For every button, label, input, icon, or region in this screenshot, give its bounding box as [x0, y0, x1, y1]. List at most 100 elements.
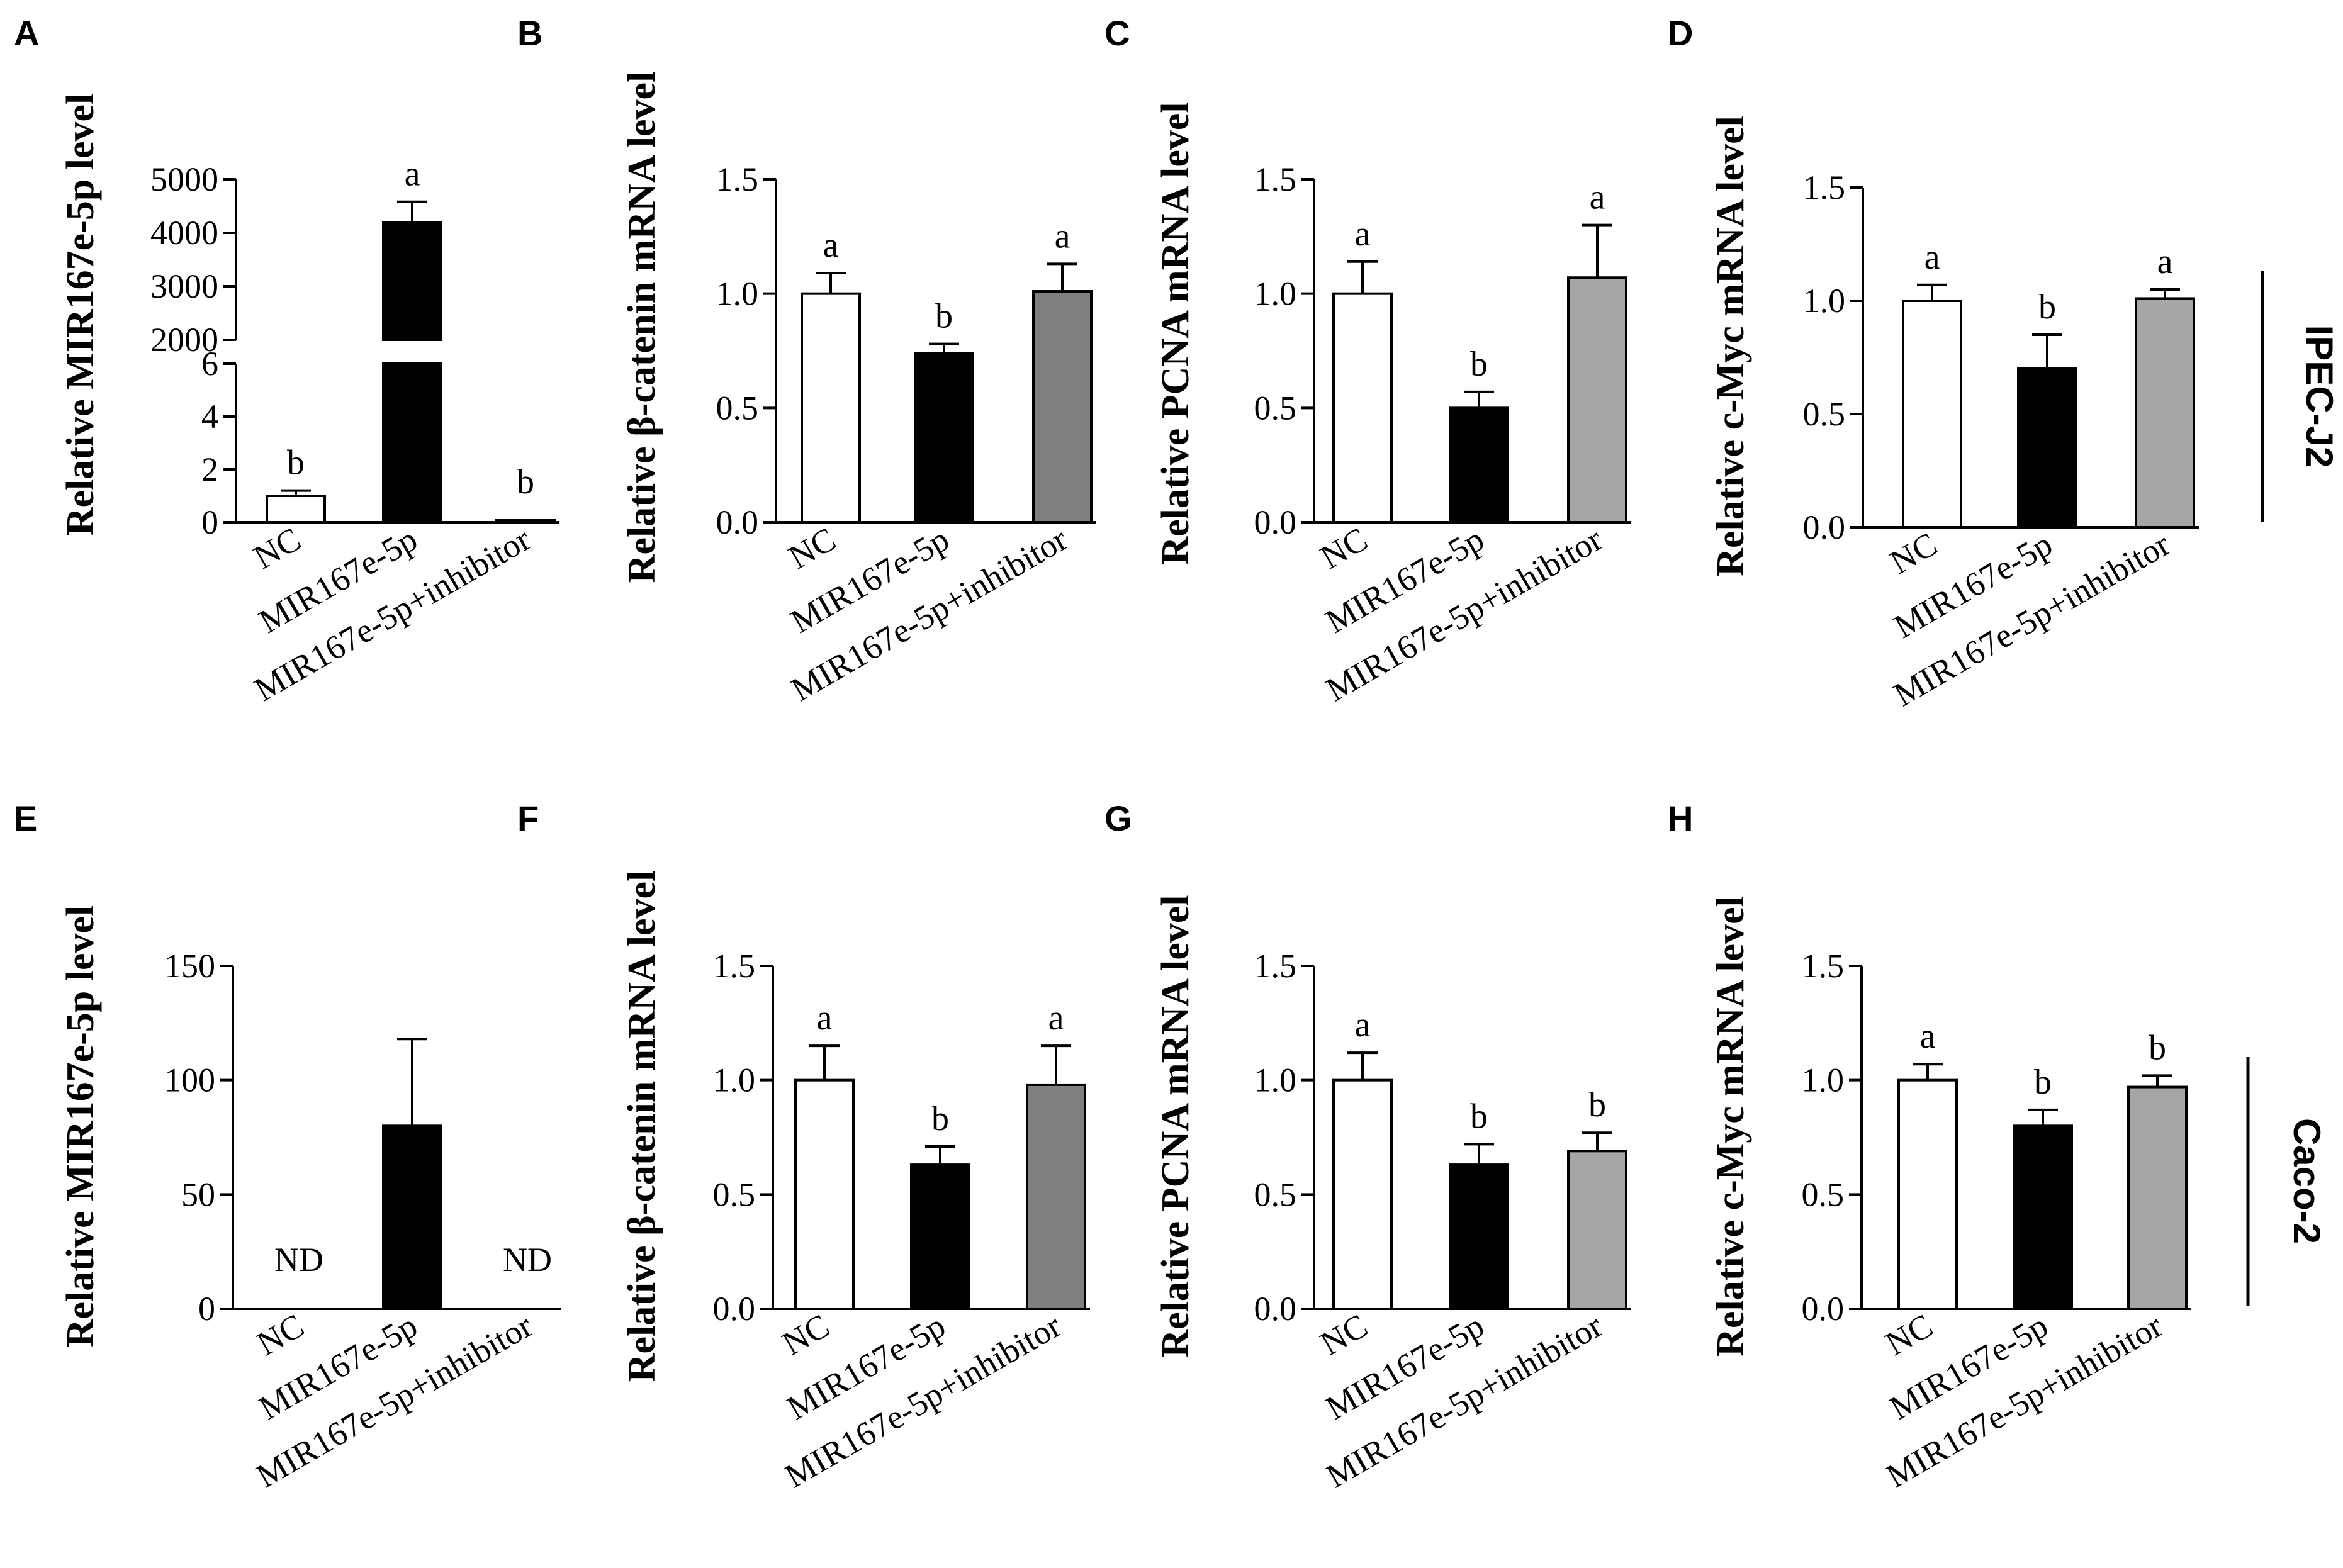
significance-letter-A-2: b	[517, 462, 534, 501]
y-tick-label-D-2: 1.0	[1803, 282, 1846, 320]
y-tick-label-G-0: 0.0	[1254, 1290, 1297, 1328]
y-tick-label-F-1: 0.5	[713, 1175, 756, 1213]
bar-upper-A-1	[382, 221, 442, 341]
significance-letter-F-1: b	[931, 1099, 949, 1138]
y-tick-label-B-1: 0.5	[716, 389, 759, 427]
y-axis-label-F: Relative β-catenin mRNA level	[621, 871, 663, 1382]
significance-letter-A-1: a	[405, 155, 420, 194]
bar-D-2	[2135, 297, 2195, 529]
y-tick-label-lower-A-3: 6	[201, 345, 218, 383]
panel-label-C: C	[1104, 13, 1130, 53]
y-tick-label-H-1: 0.5	[1802, 1175, 1845, 1213]
chart-panel-E: E Relative MIR167e-5p level 0 50 100 150 ND ND N…	[14, 798, 561, 1495]
chart-panel-H: H Relative c-Myc mRNA level 0.0 0.5 1.0 1.5 a b…	[1668, 798, 2191, 1495]
x-tick-label-H-0: NC	[1879, 1306, 1939, 1362]
x-tick-label-E-0: NC	[250, 1306, 310, 1362]
bar-B-2	[1032, 290, 1093, 524]
y-axis-label-E: Relative MIR167e-5p level	[59, 905, 102, 1347]
y-tick-label-B-3: 1.5	[716, 160, 759, 198]
bar-A-0	[266, 495, 326, 524]
y-tick-label-F-0: 0.0	[713, 1290, 756, 1328]
y-tick-label-upper-A-3: 5000	[150, 160, 218, 198]
bar-H-0	[1897, 1078, 1958, 1310]
significance-letter-C-1: b	[1470, 345, 1488, 384]
y-tick-label-D-3: 1.5	[1803, 169, 1846, 206]
panel-label-A: A	[14, 13, 39, 53]
significance-letter-B-1: b	[935, 297, 953, 336]
panel-label-D: D	[1668, 13, 1693, 53]
y-tick-label-E-1: 50	[181, 1175, 215, 1213]
x-tick-label-G-0: NC	[1314, 1306, 1374, 1362]
significance-letter-B-0: a	[823, 226, 839, 265]
significance-letter-H-0: a	[1920, 1017, 1936, 1056]
chart-panel-F: F Relative β-catenin mRNA level 0.0 0.5 1.0 1…	[517, 798, 1090, 1495]
bar-D-1	[2017, 367, 2077, 529]
x-tick-label-B-0: NC	[782, 520, 842, 576]
significance-letter-D-0: a	[1924, 238, 1940, 277]
bar-B-0	[801, 292, 861, 524]
significance-letter-F-0: a	[817, 999, 833, 1038]
row-label-1: Caco-2	[2286, 1118, 2328, 1244]
y-tick-label-B-2: 1.0	[716, 275, 759, 313]
y-tick-label-lower-A-2: 4	[201, 398, 218, 435]
bar-D-0	[1902, 300, 1962, 529]
bar-G-1	[1449, 1163, 1509, 1310]
significance-letter-F-2: a	[1048, 999, 1064, 1038]
bar-H-2	[2127, 1085, 2188, 1310]
y-tick-label-D-0: 0.0	[1803, 508, 1846, 546]
y-tick-label-C-3: 1.5	[1254, 160, 1297, 198]
y-tick-label-upper-A-0: 2000	[150, 321, 218, 359]
panel-label-F: F	[517, 798, 539, 838]
y-tick-label-H-3: 1.5	[1802, 947, 1845, 985]
bar-lower-A-1	[382, 362, 442, 524]
y-axis-label-H: Relative c-Myc mRNA level	[1709, 896, 1752, 1357]
bar-F-1	[910, 1163, 970, 1310]
y-axis-label-D: Relative c-Myc mRNA level	[1709, 116, 1752, 576]
significance-letter-D-1: b	[2038, 288, 2056, 327]
bar-G-2	[1567, 1150, 1627, 1311]
bar-H-1	[2013, 1124, 2073, 1311]
y-tick-label-F-2: 1.0	[713, 1061, 756, 1099]
bar-F-2	[1026, 1083, 1086, 1311]
significance-letter-C-0: a	[1355, 215, 1371, 254]
y-tick-label-upper-A-2: 4000	[150, 214, 218, 252]
significance-letter-A-0: b	[287, 444, 305, 483]
significance-letter-G-1: b	[1470, 1097, 1488, 1136]
y-tick-label-E-3: 150	[164, 947, 215, 985]
y-axis-label-C: Relative PCNA mRNA level	[1154, 102, 1197, 564]
significance-letter-H-2: b	[2149, 1028, 2166, 1067]
bar-G-0	[1332, 1078, 1393, 1310]
y-tick-label-G-3: 1.5	[1254, 947, 1297, 985]
chart-panel-D: D Relative c-Myc mRNA level 0.0 0.5 1.0 1.5 a b…	[1668, 13, 2199, 714]
y-tick-label-C-1: 0.5	[1254, 389, 1297, 427]
y-tick-label-E-2: 100	[164, 1061, 215, 1099]
significance-letter-B-2: a	[1055, 216, 1070, 255]
y-tick-label-B-0: 0.0	[716, 503, 759, 541]
y-tick-label-H-0: 0.0	[1802, 1290, 1845, 1328]
chart-panel-B: B Relative β-catenin mRNA level 0.0 0.5 1.0 1…	[517, 13, 1096, 708]
y-axis-label-G: Relative PCNA mRNA level	[1154, 895, 1197, 1357]
y-tick-label-F-3: 1.5	[713, 947, 756, 985]
significance-letter-C-2: a	[1590, 178, 1605, 217]
x-tick-label-F-0: NC	[776, 1306, 836, 1362]
x-tick-label-C-0: NC	[1314, 520, 1374, 576]
bar-C-1	[1449, 406, 1509, 524]
y-tick-label-upper-A-1: 3000	[150, 267, 218, 305]
y-tick-label-lower-A-0: 0	[201, 503, 218, 541]
x-tick-label-D-0: NC	[1884, 525, 1943, 581]
bar-A-2	[495, 519, 556, 524]
chart-panel-G: G Relative PCNA mRNA level 0.0 0.5 1.0 1.5 a b b…	[1104, 798, 1631, 1495]
y-tick-label-E-0: 0	[198, 1290, 215, 1328]
panel-label-E: E	[14, 798, 37, 838]
significance-letter-D-2: a	[2157, 242, 2173, 281]
panel-label-H: H	[1668, 798, 1693, 838]
panel-label-B: B	[517, 13, 542, 53]
row-label-0: IPEC-J2	[2298, 325, 2340, 468]
bar-B-1	[914, 352, 974, 524]
y-tick-label-H-2: 1.0	[1802, 1061, 1845, 1099]
panel-label-G: G	[1104, 798, 1132, 838]
y-tick-label-G-2: 1.0	[1254, 1061, 1297, 1099]
y-tick-label-G-1: 0.5	[1254, 1175, 1297, 1213]
